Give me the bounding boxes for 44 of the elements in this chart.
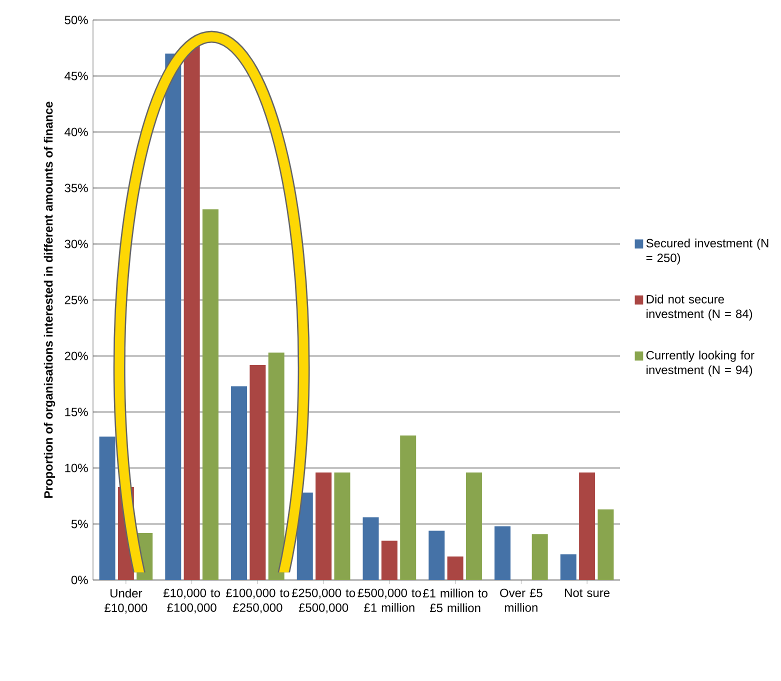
x-tick-label: £10,000 to £100,000 — [163, 588, 220, 614]
y-tick-label: 50% — [64, 16, 88, 24]
y-tick-label: 10% — [65, 464, 88, 472]
bar — [334, 472, 350, 580]
y-tick-label: 5% — [71, 520, 88, 528]
x-tick-label: Over £5 million — [500, 588, 542, 612]
y-tick-label: 0% — [71, 576, 88, 584]
bar — [560, 554, 576, 580]
bar — [184, 44, 200, 580]
y-tick-label: 20% — [64, 352, 88, 360]
y-tick-label: 40% — [64, 128, 88, 136]
bar — [494, 526, 511, 580]
x-tick-label: £1 million to £5 million — [422, 588, 488, 612]
y-axis-title: Proportion of organisations interested in different amounts of finance — [44, 102, 56, 498]
y-tick-label: 30% — [64, 240, 88, 248]
y-tick-label: 25% — [64, 296, 88, 304]
bar — [362, 517, 379, 580]
legend-label: Did not secure investment (N = 84) — [646, 294, 752, 320]
legend-label: Currently looking for investment (N = 94) — [646, 350, 754, 377]
x-tick-label: Not sure — [565, 588, 610, 598]
bar — [99, 436, 116, 580]
x-tick-label: £250,000 to £500,000 — [292, 588, 356, 614]
bar — [202, 209, 218, 580]
bar — [447, 556, 464, 580]
legend-label: Secured investment (N = 250) — [646, 238, 768, 264]
y-tick-label: 45% — [64, 72, 88, 80]
bar — [381, 540, 398, 580]
bar — [165, 54, 182, 580]
bar — [428, 530, 445, 580]
bar — [296, 492, 313, 580]
bar — [400, 436, 416, 580]
bar — [231, 386, 248, 580]
bar — [316, 472, 332, 580]
bar — [250, 364, 266, 580]
bar — [579, 472, 596, 580]
y-tick-label: 15% — [65, 408, 88, 416]
x-tick-label: £500,000 to £1 million — [358, 588, 421, 612]
bar — [466, 472, 482, 580]
bar — [598, 509, 614, 580]
bar — [268, 352, 284, 580]
bar — [532, 534, 548, 580]
x-tick-label: £100,000 to £250,000 — [226, 588, 290, 614]
x-tick-label: Under £10,000 — [104, 588, 148, 614]
y-tick-label: 35% — [64, 184, 88, 192]
